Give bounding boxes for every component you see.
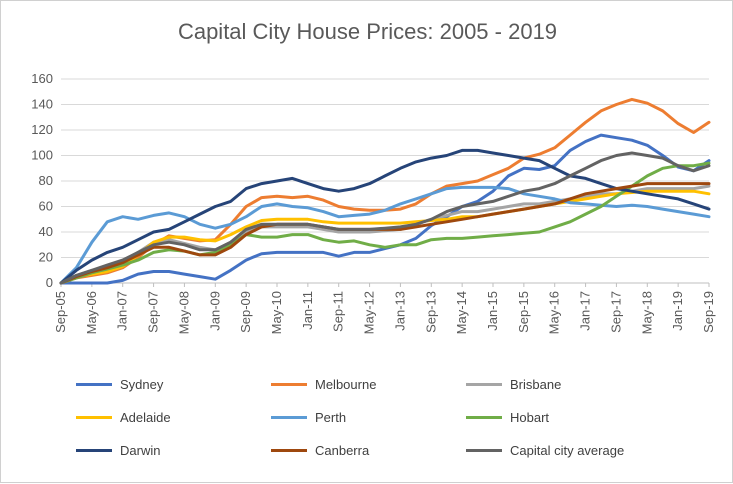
- legend-item: Sydney: [76, 375, 163, 393]
- x-tick-label: Sep-17: [608, 291, 623, 333]
- x-tick-label: Jan-17: [578, 291, 593, 331]
- x-tick-label: May-16: [547, 291, 562, 334]
- x-tick-label: May-14: [454, 291, 469, 334]
- x-tick-label: May-18: [639, 291, 654, 334]
- series-line-hobart: [59, 161, 711, 285]
- y-tick-label-60: 60: [39, 199, 53, 214]
- y-tick-label-140: 140: [31, 97, 53, 112]
- legend-swatch: [76, 448, 112, 452]
- legend-label: Canberra: [315, 442, 370, 458]
- y-tick-label-20: 20: [39, 250, 53, 265]
- x-tick-label: Jan-07: [115, 291, 130, 331]
- y-tick-label-160: 160: [31, 71, 53, 86]
- legend-item: Perth: [271, 408, 346, 426]
- legend-item: Melbourne: [271, 375, 376, 393]
- x-tick-label: May-08: [176, 291, 191, 334]
- legend-swatch: [466, 382, 502, 386]
- y-tick-label-100: 100: [31, 148, 53, 163]
- x-tick-label: Sep-05: [53, 291, 68, 333]
- series-line-darwin: [59, 148, 711, 285]
- legend-label: Sydney: [120, 376, 164, 392]
- legend-item: Adelaide: [76, 408, 171, 426]
- y-tick-label-0: 0: [46, 275, 53, 290]
- legend-item: Brisbane: [466, 375, 561, 393]
- legend-item: Canberra: [271, 441, 369, 459]
- series-line-perth: [59, 185, 711, 285]
- x-tick-label: Sep-11: [331, 291, 346, 332]
- series-line-melbourne: [59, 97, 711, 285]
- legend-label: Brisbane: [510, 376, 562, 392]
- legend-swatch: [271, 415, 307, 419]
- x-tick-label: Sep-09: [238, 291, 253, 333]
- legend-item: Capital city average: [466, 441, 624, 459]
- x-tick-label: Jan-09: [207, 291, 222, 331]
- legend-item: Darwin: [76, 441, 160, 459]
- x-tick-label: Sep-19: [701, 291, 716, 333]
- x-tick-label: Sep-13: [423, 291, 438, 333]
- legend-swatch: [76, 415, 112, 419]
- x-tick-label: Sep-07: [146, 291, 161, 333]
- legend-label: Darwin: [120, 442, 161, 458]
- legend-swatch: [76, 382, 112, 386]
- y-tick-label-40: 40: [39, 224, 53, 239]
- x-tick-label: Jan-19: [670, 291, 685, 331]
- chart-title: Capital City House Prices: 2005 - 2019: [177, 19, 558, 44]
- legend-swatch: [271, 448, 307, 452]
- legend-label: Perth: [315, 409, 347, 425]
- x-tick-label: May-12: [362, 291, 377, 334]
- legend-swatch: [271, 382, 307, 386]
- legend-item: Hobart: [466, 408, 549, 426]
- x-tick-label: May-06: [84, 291, 99, 334]
- series-line-capital-city-average: [59, 151, 711, 285]
- y-tick-label-80: 80: [39, 173, 53, 188]
- legend-label: Melbourne: [315, 376, 377, 392]
- y-tick-label-120: 120: [31, 122, 53, 137]
- legend-swatch: [466, 415, 502, 419]
- x-tick-label: Jan-11: [300, 291, 315, 330]
- x-tick-label: Jan-15: [485, 291, 500, 331]
- legend-label: Capital city average: [510, 442, 625, 458]
- x-tick-label: May-10: [269, 291, 284, 334]
- x-tick-label: Jan-13: [392, 291, 407, 331]
- legend-swatch: [466, 448, 502, 452]
- legend-label: Hobart: [510, 409, 550, 425]
- legend-label: Adelaide: [120, 409, 171, 425]
- series-line-adelaide: [59, 189, 711, 285]
- x-tick-label: Sep-15: [516, 291, 531, 333]
